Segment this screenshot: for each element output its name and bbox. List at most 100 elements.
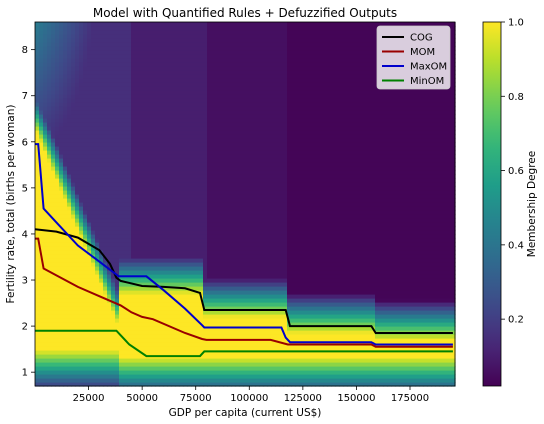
heatmap-cell — [135, 286, 140, 291]
heatmap-cell — [235, 110, 240, 115]
heatmap-cell — [179, 142, 184, 147]
heatmap-cell — [239, 302, 244, 307]
heatmap-cell — [51, 358, 56, 363]
heatmap-cell — [147, 278, 152, 283]
heatmap-cell — [203, 82, 208, 87]
heatmap-cell — [211, 358, 216, 363]
heatmap-cell — [99, 50, 104, 55]
heatmap-cell — [231, 226, 236, 231]
heatmap-cell — [51, 270, 56, 275]
heatmap-cell — [235, 142, 240, 147]
heatmap-cell — [159, 98, 164, 103]
heatmap-cell — [67, 306, 72, 311]
heatmap-cell — [87, 294, 92, 299]
heatmap-cell — [235, 70, 240, 75]
heatmap-cell — [107, 222, 112, 227]
heatmap-cell — [227, 190, 232, 195]
heatmap-cell — [91, 318, 96, 323]
heatmap-cell — [71, 150, 76, 155]
heatmap-cell — [251, 146, 256, 151]
heatmap-cell — [239, 342, 244, 347]
heatmap-cell — [51, 178, 56, 183]
heatmap-cell — [59, 318, 64, 323]
heatmap-cell — [203, 138, 208, 143]
heatmap-cell — [215, 162, 220, 167]
heatmap-cell — [67, 202, 72, 207]
heatmap-cell — [107, 230, 112, 235]
heatmap-cell — [87, 174, 92, 179]
heatmap-cell — [115, 370, 120, 375]
heatmap-cell — [159, 54, 164, 59]
heatmap-cell — [39, 210, 44, 215]
heatmap-cell — [39, 366, 44, 371]
heatmap-cell — [127, 62, 132, 67]
heatmap-cell — [227, 318, 232, 323]
heatmap-cell — [139, 342, 144, 347]
heatmap-cell — [243, 370, 248, 375]
heatmap-cell — [119, 202, 124, 207]
heatmap-cell — [203, 366, 208, 371]
heatmap-cell — [183, 270, 188, 275]
heatmap-cell — [123, 278, 128, 283]
heatmap-cell — [79, 118, 84, 123]
heatmap-cell — [247, 378, 252, 383]
heatmap-cell — [123, 102, 128, 107]
heatmap-cell — [103, 178, 108, 183]
heatmap-cell — [151, 30, 156, 35]
heatmap-cell — [239, 382, 244, 387]
heatmap-cell — [99, 374, 104, 379]
heatmap-cell — [155, 42, 160, 47]
heatmap-cell — [75, 326, 80, 331]
heatmap-cell — [115, 250, 120, 255]
heatmap-cell — [235, 362, 240, 367]
heatmap-cell — [231, 106, 236, 111]
heatmap-cell — [247, 334, 252, 339]
heatmap-cell — [51, 214, 56, 219]
heatmap-cell — [119, 354, 124, 359]
heatmap-cell — [175, 190, 180, 195]
heatmap-cell — [35, 382, 40, 387]
heatmap-cell — [75, 246, 80, 251]
heatmap-cell — [87, 114, 92, 119]
heatmap-cell — [51, 302, 56, 307]
heatmap-cell — [143, 70, 148, 75]
heatmap-cell — [127, 306, 132, 311]
heatmap-cell — [119, 218, 124, 223]
heatmap-cell — [239, 358, 244, 363]
heatmap-cell — [231, 290, 236, 295]
heatmap-cell — [203, 66, 208, 71]
heatmap-cell — [63, 382, 68, 387]
heatmap-cell — [119, 262, 124, 267]
heatmap-cell — [175, 318, 180, 323]
heatmap-cell — [143, 382, 148, 387]
heatmap-cell — [187, 358, 192, 363]
heatmap-cell — [103, 202, 108, 207]
heatmap-cell — [35, 310, 40, 315]
heatmap-cell — [159, 230, 164, 235]
heatmap-cell — [179, 74, 184, 79]
heatmap-cell — [67, 106, 72, 111]
heatmap-cell — [91, 354, 96, 359]
heatmap-cell — [135, 302, 140, 307]
heatmap-cell — [163, 122, 168, 127]
heatmap-cell — [83, 314, 88, 319]
heatmap-cell — [147, 370, 152, 375]
heatmap-cell — [119, 146, 124, 151]
heatmap-cell — [219, 274, 224, 279]
heatmap-cell — [51, 146, 56, 151]
heatmap-cell — [71, 54, 76, 59]
heatmap-cell — [195, 62, 200, 67]
heatmap-cell — [119, 266, 124, 271]
heatmap-cell — [187, 130, 192, 135]
heatmap-cell — [95, 94, 100, 99]
heatmap-cell — [79, 46, 84, 51]
heatmap-cell — [179, 374, 184, 379]
heatmap-cell — [111, 254, 116, 259]
heatmap-cell — [111, 318, 116, 323]
heatmap-cell — [155, 70, 160, 75]
heatmap-cell — [211, 198, 216, 203]
heatmap-cell — [143, 66, 148, 71]
heatmap-cell — [239, 198, 244, 203]
heatmap-cell — [95, 106, 100, 111]
heatmap-cell — [231, 94, 236, 99]
